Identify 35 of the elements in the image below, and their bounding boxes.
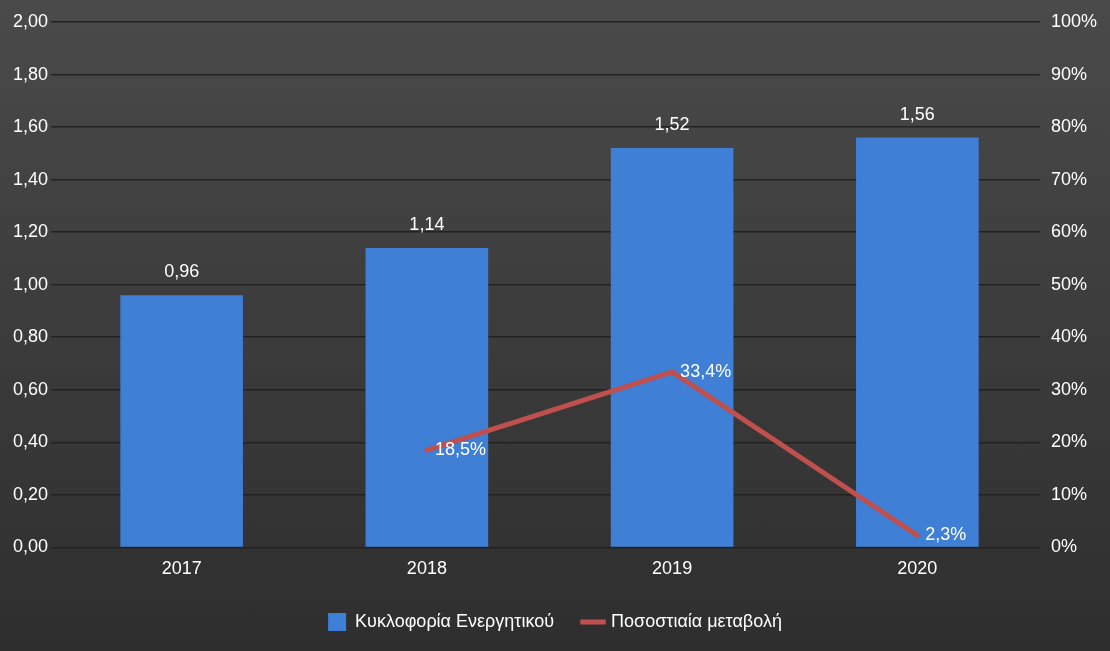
y2-tick-label: 80% — [1050, 116, 1087, 137]
y2-tick-label: 30% — [1050, 378, 1087, 399]
data-label: 1,14 — [409, 213, 445, 234]
legend-label: Κυκλοφορία Ενεργητικού — [355, 610, 555, 631]
y-tick-label: 1,00 — [12, 273, 49, 294]
data-label: 1,52 — [654, 114, 690, 135]
data-label: 2,3% — [925, 524, 967, 545]
y2-tick-label: 60% — [1050, 221, 1087, 242]
x-tick-label: 2019 — [652, 558, 693, 579]
y-tick-label: 0,20 — [12, 483, 49, 504]
data-label: 33,4% — [680, 360, 732, 381]
y-tick-label: 2,00 — [12, 10, 49, 31]
y-tick-label: 1,80 — [12, 63, 49, 84]
y-tick-label: 0,00 — [12, 536, 49, 557]
y2-tick-label: 0% — [1050, 536, 1077, 557]
y2-tick-label: 20% — [1050, 431, 1087, 452]
y-tick-label: 0,80 — [12, 326, 49, 347]
data-label: 0,96 — [164, 261, 200, 282]
y-tick-label: 1,20 — [12, 221, 49, 242]
y-tick-label: 1,40 — [12, 168, 49, 189]
y2-tick-label: 50% — [1050, 273, 1087, 294]
x-tick-label: 2020 — [897, 558, 938, 579]
data-label: 18,5% — [434, 439, 486, 460]
x-tick-label: 2017 — [161, 558, 202, 579]
y-tick-label: 0,60 — [12, 378, 49, 399]
y2-tick-label: 100% — [1050, 10, 1098, 31]
y2-tick-label: 90% — [1050, 63, 1087, 84]
y2-tick-label: 10% — [1050, 483, 1087, 504]
data-label: 1,56 — [899, 103, 935, 124]
y2-tick-label: 40% — [1050, 326, 1087, 347]
y-tick-label: 0,40 — [12, 431, 49, 452]
y-tick-label: 1,60 — [12, 116, 49, 137]
x-tick-label: 2018 — [406, 558, 447, 579]
y2-tick-label: 70% — [1050, 168, 1087, 189]
legend-label: Ποσοστιαία μεταβολή — [611, 610, 782, 631]
